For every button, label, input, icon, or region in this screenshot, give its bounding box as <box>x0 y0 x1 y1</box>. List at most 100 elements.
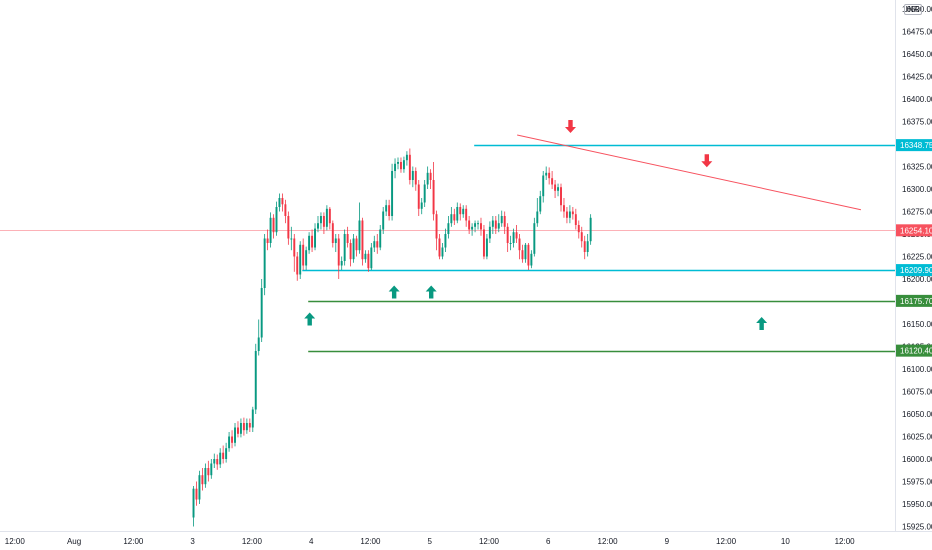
candle-body <box>494 220 497 229</box>
candle-body <box>447 223 450 234</box>
arrow-down-icon <box>564 120 576 133</box>
time-tick-label: 3 <box>190 537 195 546</box>
candle-body <box>468 220 471 230</box>
candle-body <box>548 172 551 179</box>
candle-body <box>248 423 251 428</box>
candle-body <box>485 238 488 257</box>
candle-body <box>391 171 394 216</box>
candle <box>382 207 385 234</box>
candle <box>524 243 527 263</box>
candle <box>497 214 500 233</box>
candle <box>251 406 254 432</box>
candle <box>506 223 509 252</box>
candle <box>254 343 257 414</box>
currency-label[interactable]: INR <box>903 4 922 15</box>
price-tick-label: 16075.00 <box>902 388 932 397</box>
candle <box>260 279 263 342</box>
candle-body <box>198 475 201 500</box>
currency-badge[interactable]: INR <box>903 4 922 15</box>
candle <box>444 228 447 252</box>
candle-body <box>399 162 402 170</box>
candle <box>536 198 539 227</box>
candle <box>474 220 477 233</box>
candle-body <box>441 247 444 257</box>
time-tick-label: 12:00 <box>360 537 381 546</box>
candle <box>231 430 234 449</box>
candle <box>512 228 515 248</box>
candle <box>432 162 435 221</box>
price-tag-support-lower-box <box>896 344 932 357</box>
candle <box>204 463 207 488</box>
candle-body <box>497 223 500 229</box>
trendline-layer <box>517 134 862 211</box>
candle-body <box>417 184 420 209</box>
time-tick-label: 5 <box>427 537 432 546</box>
candle <box>317 216 319 233</box>
candle-body <box>411 171 414 180</box>
candle <box>459 203 462 221</box>
candle-body <box>266 238 269 243</box>
candle <box>408 148 411 185</box>
time-tick-label: 9 <box>665 537 670 546</box>
candle <box>222 445 225 464</box>
time-tick-label: 12:00 <box>716 537 737 546</box>
candle <box>560 183 562 212</box>
candle <box>533 217 536 257</box>
arrows-layer <box>304 120 768 330</box>
candle-body <box>257 337 260 351</box>
candle-body <box>204 468 207 485</box>
price-tag-resistance-text: 16348.75 <box>900 141 932 150</box>
candle <box>518 234 521 260</box>
candle <box>480 217 482 236</box>
candle <box>411 166 414 188</box>
candles-layer <box>192 148 592 527</box>
price-tags: 16348.75 16209.90 16175.70 16120.40 16254.10 <box>896 139 932 357</box>
candle <box>405 151 408 166</box>
candle-body <box>322 216 325 227</box>
candle <box>296 252 299 281</box>
time-tick-label: 12:00 <box>835 537 856 546</box>
candle-body <box>518 238 521 251</box>
time-tick-label: 10 <box>781 537 790 546</box>
candle <box>305 246 308 270</box>
candle-body <box>565 211 568 218</box>
candle-body <box>488 226 491 239</box>
candle <box>568 205 571 224</box>
time-axis[interactable]: 12:00 Aug 12:00 3 12:00 4 12:00 5 12:00 6 12:00 9 12… <box>5 537 855 546</box>
candle <box>216 454 219 470</box>
candle <box>527 243 530 270</box>
candle <box>322 212 325 234</box>
candle <box>325 205 328 231</box>
price-tag-support-upper-text: 16209.90 <box>900 266 932 275</box>
descending-trendline <box>517 134 862 211</box>
candle <box>385 199 388 216</box>
candle <box>269 212 272 248</box>
candle-body <box>331 223 334 243</box>
candle-body <box>236 427 239 434</box>
time-tick-label: 12:00 <box>5 537 26 546</box>
candle-body <box>216 459 219 465</box>
candle <box>361 217 364 266</box>
candle-body <box>405 154 408 161</box>
candle <box>201 468 204 491</box>
candle-body <box>293 238 296 257</box>
candle <box>299 241 302 279</box>
candle-body <box>225 448 228 459</box>
candle-body <box>453 214 456 221</box>
price-tag-last: 16254.10 <box>896 224 932 237</box>
candle-body <box>426 172 429 185</box>
candle-body <box>408 154 411 180</box>
candle <box>210 459 213 479</box>
candle <box>379 225 382 251</box>
price-tag-last-box <box>896 224 932 237</box>
candle-body <box>337 238 340 266</box>
candle <box>234 423 236 447</box>
candle-body <box>512 232 515 243</box>
candle <box>450 207 453 227</box>
candle <box>583 235 586 260</box>
candle <box>311 229 314 252</box>
candle <box>281 193 284 212</box>
candle-body <box>450 214 453 224</box>
candle <box>352 234 355 263</box>
